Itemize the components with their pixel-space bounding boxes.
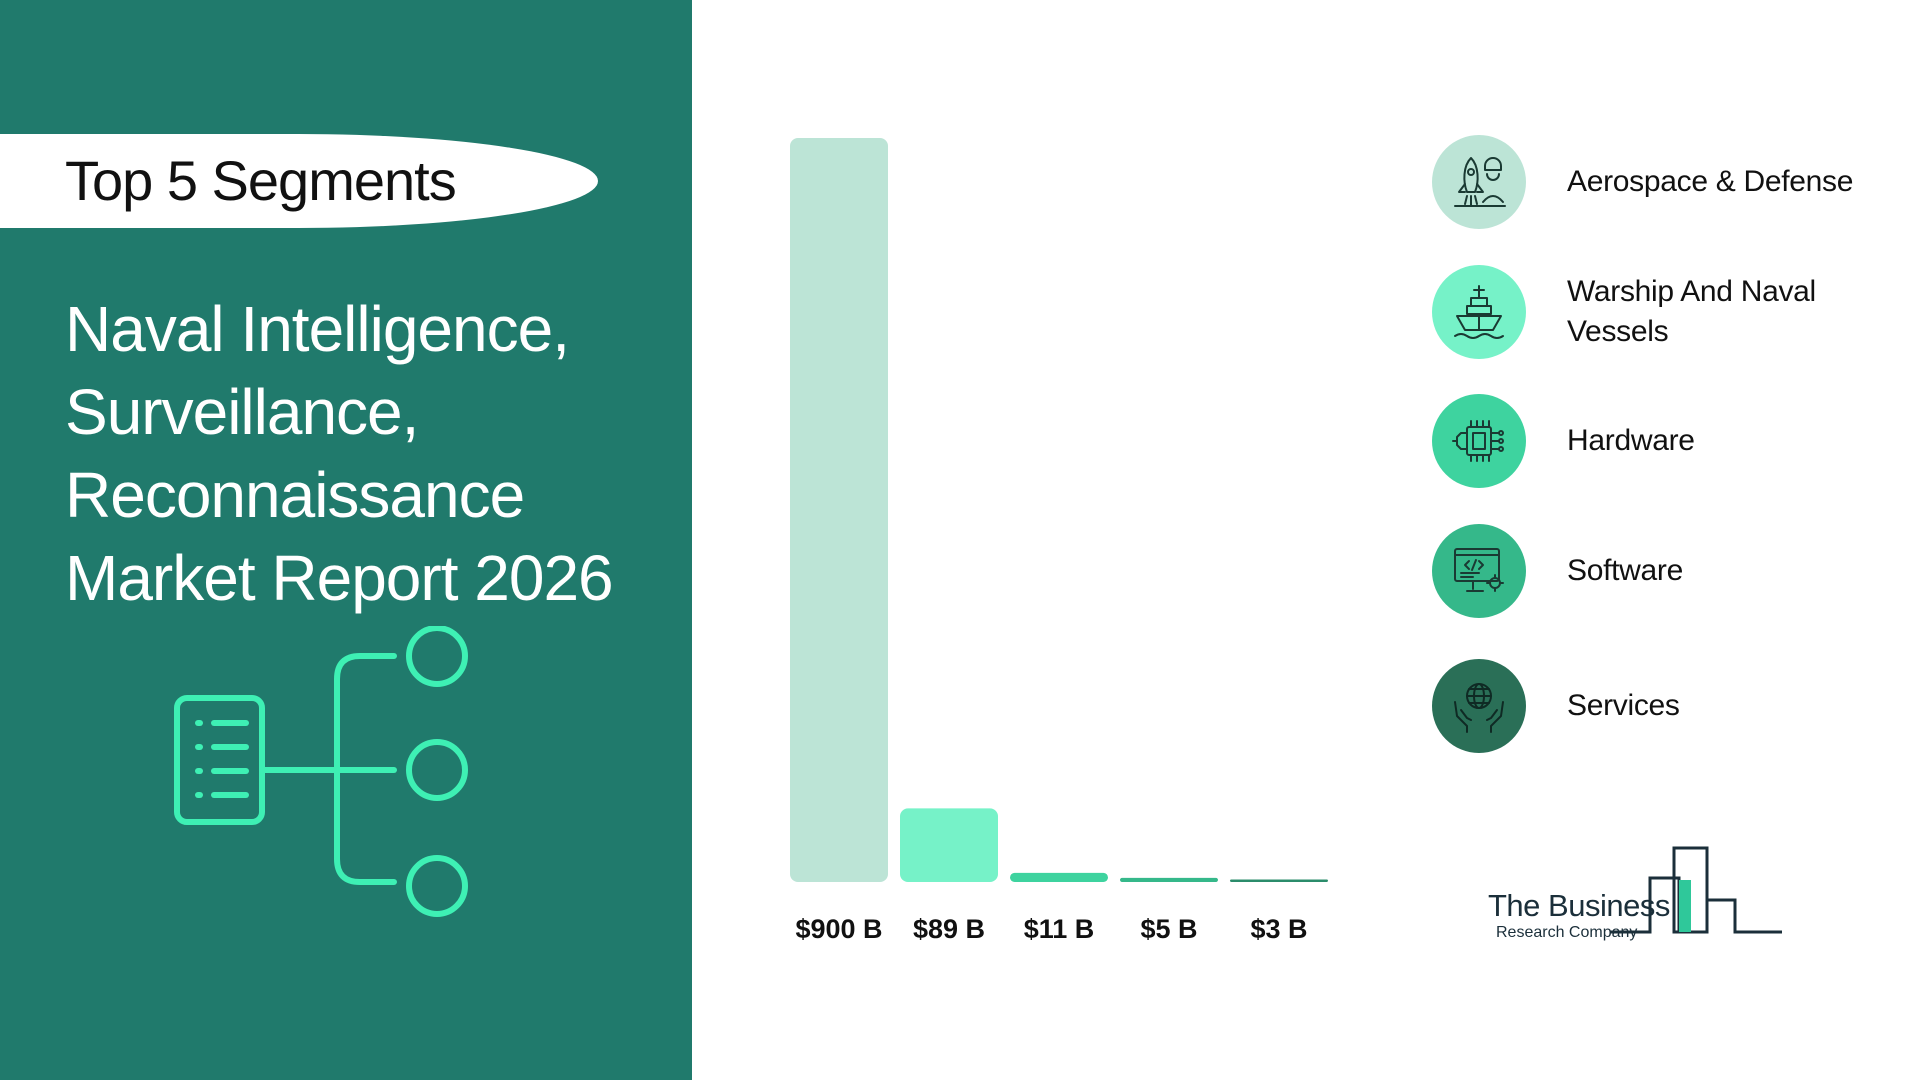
bar-value-label: $900 B [795,914,882,944]
legend-label: Software [1567,554,1683,587]
bar-value-label: $11 B [1024,914,1095,944]
segments-badge-text: Top 5 Segments [65,149,457,212]
legend-label: Hardware [1567,424,1695,457]
legend-icon-circle [1432,659,1526,753]
bar-4 [1120,877,1218,882]
rocket-launch-icon [1454,157,1506,207]
report-title: Naval Intelligence, Surveillance, Reconn… [65,293,614,614]
left-panel: Top 5 Segments Naval Intelligence, Surve… [0,0,692,1080]
legend-item-services: Services [1432,658,1867,754]
warship-icon [1454,285,1504,339]
company-logo: The Business Research Company [1480,840,1800,950]
segments-tree-icon [174,626,468,917]
bar-5 [1230,879,1328,882]
bar-value-label: $89 B [913,914,985,944]
legend-label: Warship And Naval Vessels [1567,275,1816,348]
bar-1 [790,138,888,882]
bar-value-label: $3 B [1250,914,1307,944]
legend-item-software: Software [1432,523,1867,619]
legend-icon-circle [1432,265,1526,359]
legend-item-aerospace-defense: Aerospace & Defense [1432,134,1867,230]
microchip-icon [1452,420,1504,462]
code-monitor-icon [1454,548,1504,592]
legend-label: Aerospace & Defense [1567,165,1854,198]
legend-icon-circle [1432,394,1526,488]
legend-item-hardware: Hardware [1432,393,1867,489]
legend-label: Services [1567,689,1680,722]
bar-value-label: $5 B [1140,914,1197,944]
building-bars-logo-icon [1610,846,1782,934]
segments-bar-chart: $900 B $89 B $11 B $5 B $3 B [790,138,1328,944]
globe-hands-icon [1454,683,1504,733]
segments-badge: Top 5 Segments [0,134,598,228]
legend-icon-circle [1432,135,1526,229]
logo-name: The Business [1488,888,1670,923]
bar-2 [900,808,998,882]
legend-item-warship: Warship And Naval Vessels [1432,264,1867,360]
logo-subtitle: Research Company [1496,924,1638,941]
bar-3 [1010,872,1108,882]
legend-icon-circle [1432,524,1526,618]
